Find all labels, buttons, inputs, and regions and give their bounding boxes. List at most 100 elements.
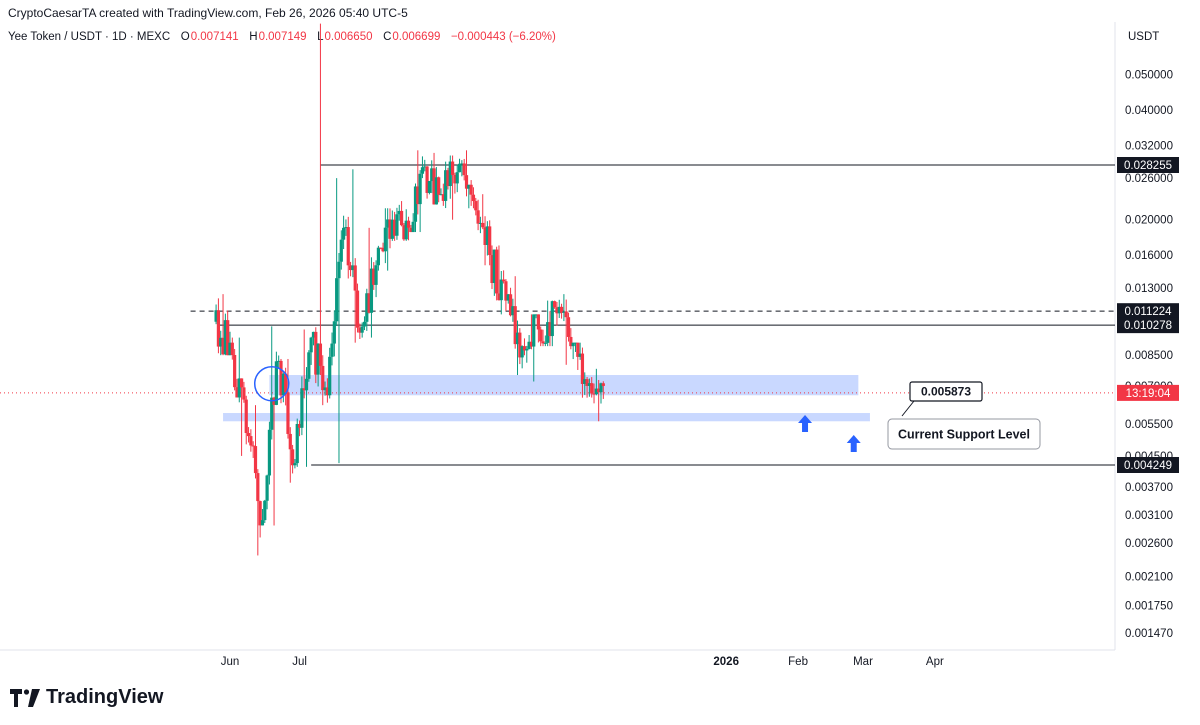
price-axis-label-bg [1117,157,1179,173]
candle-body [372,268,376,285]
currency-label[interactable]: USDT [1128,31,1160,43]
candle-body [490,255,494,284]
high-value: 0.007149 [258,31,307,43]
candle-body [239,378,244,388]
y-axis-tick-label: 0.001470 [1125,628,1173,640]
candle-body [518,332,522,358]
candle-body [328,356,332,396]
candle-body [430,168,434,182]
candle-body [242,387,246,400]
candle-body [437,177,441,195]
candle-body [564,311,568,318]
candle-body [288,433,292,450]
candle-body [249,436,253,446]
candle-body [427,181,432,193]
candle-body [362,321,367,327]
candle-body [406,220,411,228]
candle-body [321,365,325,391]
candle-body [599,383,603,393]
y-axis-tick-label: 0.001750 [1125,600,1173,612]
highlight-circle [253,365,290,402]
candle-body [446,170,450,187]
candle-body [309,337,313,353]
candle-body [502,279,506,282]
tradingview-logo[interactable]: TradingView [10,686,163,709]
candle-body [508,294,513,316]
support-zone [223,413,870,422]
candle-body [488,226,492,256]
candle-body [230,342,234,355]
price-axis-label: 0.028255 [1124,160,1172,172]
candle-body [376,247,380,266]
callout-value-text: 0.005873 [921,385,971,399]
candle-body [325,387,329,396]
change-value: −0.000443 (−6.20%) [450,31,556,43]
candle-body [525,348,529,351]
candle-body [506,294,510,301]
candle-body [402,225,406,240]
candle-body [592,393,596,395]
candle-body [335,278,339,322]
candle-body [594,388,598,395]
candle-body [562,311,566,313]
callout-box [909,381,983,402]
x-axis-tick-label: Jul [292,656,307,668]
candle-body [253,446,258,474]
y-axis-tick-label: 0.020000 [1125,215,1173,227]
y-axis-tick-label: 0.016000 [1125,250,1173,262]
candle-body [367,293,371,313]
candle-body [413,186,418,222]
candle-body [279,360,283,396]
candle-body [284,373,288,393]
support-label-text: Current Support Level [898,428,1030,442]
price-axis-label-bg [1117,457,1179,473]
candle-body [219,337,223,347]
candle-body [559,306,564,313]
tradingview-logo-icon [10,688,40,707]
candle-body [358,327,362,333]
candle-body [597,388,601,393]
candle-body [450,161,455,175]
candle-body [520,346,524,358]
candle-body [383,227,387,252]
candle-body [235,387,239,398]
low-value: 0.006650 [324,31,373,43]
candle-body [457,163,462,173]
price-axis-label: 0.004249 [1124,460,1172,472]
x-axis-tick-label: Mar [853,656,873,668]
candle-body [527,341,531,349]
y-axis-tick-label: 0.013000 [1125,283,1173,295]
y-axis-tick-label: 0.005500 [1125,419,1173,431]
candle-body [263,500,267,521]
candle-body [550,301,554,337]
candle-body [360,326,364,333]
candle-body [388,219,392,239]
candle-body [441,194,445,201]
candle-body [270,397,274,430]
candle-body [369,268,374,313]
candle-body [265,475,269,501]
candle-body [587,383,591,386]
candle-body [416,186,420,205]
candle-body [469,184,473,195]
candle-body [295,423,299,464]
symbol-name[interactable]: Yee Token / USDT · 1D · MEXC [8,31,171,43]
candle-body [515,332,520,345]
candle-body [339,239,343,262]
candle-body [348,265,353,271]
candle-body [246,433,251,437]
candle-body [495,249,499,294]
candle-body [576,342,580,357]
candle-body [541,341,545,344]
candle-body [578,353,582,357]
candle-body [302,388,306,391]
candle-body [237,378,241,398]
price-axis-label: 0.010278 [1124,320,1172,332]
candle-body [351,265,355,271]
candle-body [397,210,401,215]
candle-body [462,163,466,176]
price-axis-label: 0.011224 [1124,306,1172,318]
close-label: C [383,31,392,43]
candle-body [304,378,309,391]
